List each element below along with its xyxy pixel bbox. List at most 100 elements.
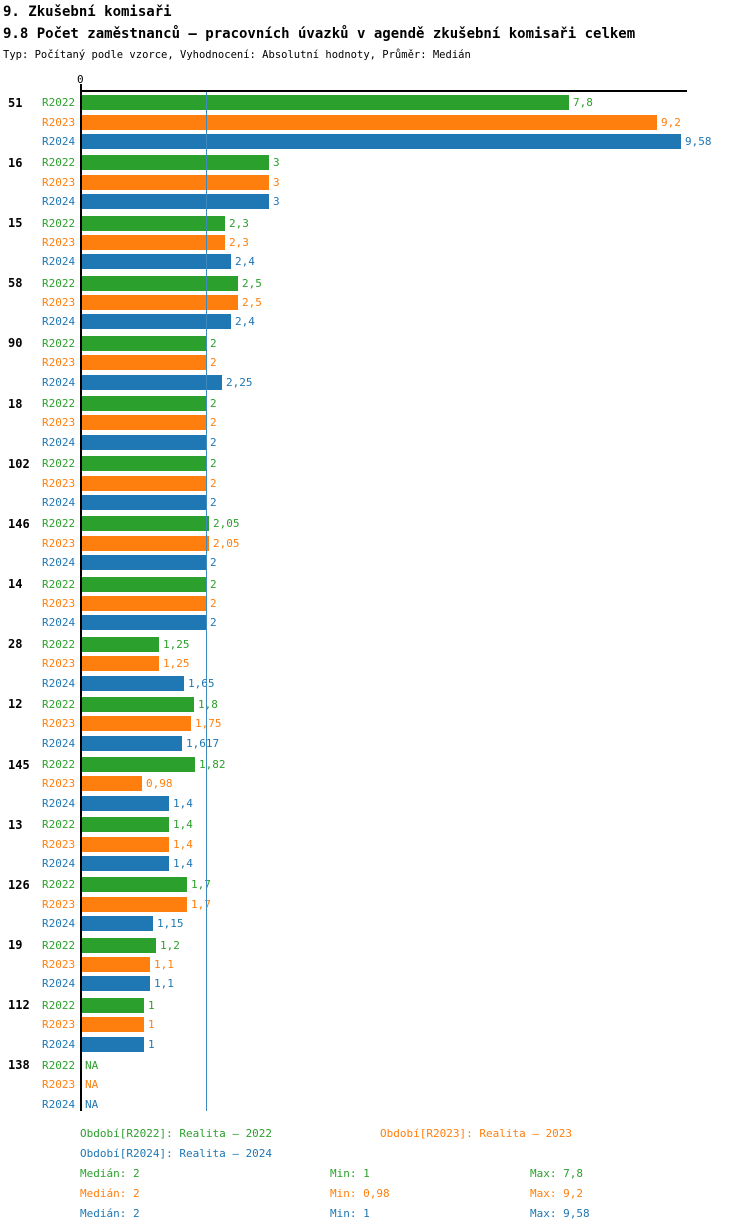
series-row-label: R2024	[42, 195, 76, 209]
bar-chart: 0 51 R2022 7,8 R2023 9,2 R2024 9,58 16 R2022 3 R20…	[0, 73, 750, 1116]
group-id-label: 90	[8, 336, 23, 351]
value-label: 2	[210, 476, 217, 490]
group-id-label: 58	[8, 276, 23, 291]
value-label: 1	[148, 1037, 155, 1051]
bar-group-14: 14 R2022 2 R2023 2 R2024 2	[0, 574, 750, 632]
bar-r2022-51	[81, 95, 569, 111]
value-label: 1,65	[188, 676, 215, 690]
bar-r2024-58	[81, 314, 231, 330]
value-label: 7,8	[573, 96, 593, 110]
bar-row: R2024 1,4	[0, 854, 750, 873]
bar-group-145: 145 R2022 1,82 R2023 0,98 R2024 1,4	[0, 755, 750, 813]
value-label: 2,3	[229, 235, 249, 249]
group-id-label: 18	[8, 396, 23, 411]
value-label: 2	[210, 616, 217, 630]
bar-r2024-145	[81, 795, 169, 811]
value-label: 1,1	[154, 977, 174, 991]
value-label: 2	[210, 336, 217, 350]
bar-row: 18 R2022 2	[0, 394, 750, 413]
value-label: 2,4	[235, 315, 255, 329]
bar-r2022-145	[81, 757, 195, 773]
bar-r2023-112	[81, 1017, 144, 1033]
bar-group-102: 102 R2022 2 R2023 2 R2024 2	[0, 454, 750, 512]
bar-groups: 51 R2022 7,8 R2023 9,2 R2024 9,58 16 R2022 3 R2023…	[0, 90, 750, 1114]
bar-row: R2024 2	[0, 493, 750, 512]
value-label: 1	[148, 998, 155, 1012]
bar-row: R2024 2	[0, 613, 750, 632]
bar-r2024-14	[81, 615, 206, 631]
bar-r2023-12	[81, 716, 191, 732]
legend-stats-r2024: Medián: 2 Min: 1 Max: 9,58	[80, 1204, 590, 1224]
value-label: 1,4	[173, 796, 193, 810]
bar-r2023-18	[81, 415, 206, 431]
series-row-label: R2023	[42, 657, 76, 671]
series-row-label: R2023	[42, 536, 76, 550]
bar-row: 16 R2022 3	[0, 153, 750, 172]
min-stat: Min: 0,98	[330, 1187, 390, 1200]
series-row-label: R2024	[42, 435, 76, 449]
value-label: 1,4	[173, 857, 193, 871]
max-stat: Max: 9,2	[530, 1187, 583, 1200]
bar-group-146: 146 R2022 2,05 R2023 2,05 R2024 2	[0, 514, 750, 572]
value-label: 1,2	[160, 938, 180, 952]
bar-row: 138 R2022 NA	[0, 1056, 750, 1075]
bar-r2023-126	[81, 896, 187, 912]
bar-group-90: 90 R2022 2 R2023 2 R2024 2,25	[0, 334, 750, 392]
bar-row: 28 R2022 1,25	[0, 635, 750, 654]
value-label: 2	[210, 435, 217, 449]
bar-r2023-28	[81, 656, 159, 672]
value-label: 1,25	[163, 657, 190, 671]
bar-row: R2023 1,25	[0, 654, 750, 673]
series-row-label: R2024	[42, 1037, 76, 1051]
legend-period-row: Období[R2024]: Realita – 2024	[80, 1144, 590, 1164]
bar-r2024-12	[81, 735, 182, 751]
bar-row: R2024 1,1	[0, 974, 750, 993]
series-row-label: R2022	[42, 758, 76, 772]
value-label: 1,75	[195, 717, 222, 731]
series-row-label: R2024	[42, 375, 76, 389]
value-label: 1,7	[191, 897, 211, 911]
value-label: 1,8	[198, 697, 218, 711]
group-id-label: 112	[8, 998, 30, 1013]
bar-r2023-13	[81, 836, 169, 852]
group-id-label: 126	[8, 877, 30, 892]
value-label: 2,05	[213, 536, 240, 550]
series-row-label: R2023	[42, 897, 76, 911]
bar-r2023-58	[81, 295, 238, 311]
bar-r2024-19	[81, 976, 150, 992]
bar-r2022-16	[81, 155, 269, 171]
bar-r2023-51	[81, 114, 657, 130]
series-row-label: R2023	[42, 296, 76, 310]
bar-r2022-19	[81, 937, 156, 953]
bar-row: R2023 2	[0, 594, 750, 613]
bar-r2023-19	[81, 956, 150, 972]
legend-stats-r2022: Medián: 2 Min: 1 Max: 7,8	[80, 1164, 590, 1184]
value-label: 2	[210, 397, 217, 411]
bar-row: R2023 2	[0, 353, 750, 372]
bar-row: R2024 1,65	[0, 673, 750, 692]
bar-r2022-18	[81, 396, 206, 412]
bar-group-28: 28 R2022 1,25 R2023 1,25 R2024 1,65	[0, 635, 750, 693]
bar-r2024-51	[81, 133, 681, 149]
bar-r2022-102	[81, 456, 206, 472]
group-id-label: 146	[8, 516, 30, 531]
group-id-label: 16	[8, 155, 23, 170]
group-id-label: 13	[8, 817, 23, 832]
median-reference-line	[206, 90, 207, 1111]
series-row-label: R2024	[42, 676, 76, 690]
bar-r2024-102	[81, 495, 206, 510]
bar-row: R2023 2,3	[0, 233, 750, 252]
value-label: 2	[210, 577, 217, 591]
bar-r2024-15	[81, 254, 231, 270]
series-row-label: R2024	[42, 255, 76, 269]
bar-row: 112 R2022 1	[0, 996, 750, 1015]
bar-row: R2023 1,1	[0, 955, 750, 974]
median-stat: Medián: 2	[80, 1187, 140, 1200]
legend-period-row: Období[R2022]: Realita – 2022 Období[R202…	[80, 1124, 590, 1144]
bar-row: R2024 1,4	[0, 794, 750, 813]
value-label: 2	[210, 556, 217, 570]
value-label: 2	[210, 457, 217, 471]
bar-row: R2024 1,15	[0, 914, 750, 933]
series-row-label: R2023	[42, 1018, 76, 1032]
bar-r2022-14	[81, 576, 206, 592]
